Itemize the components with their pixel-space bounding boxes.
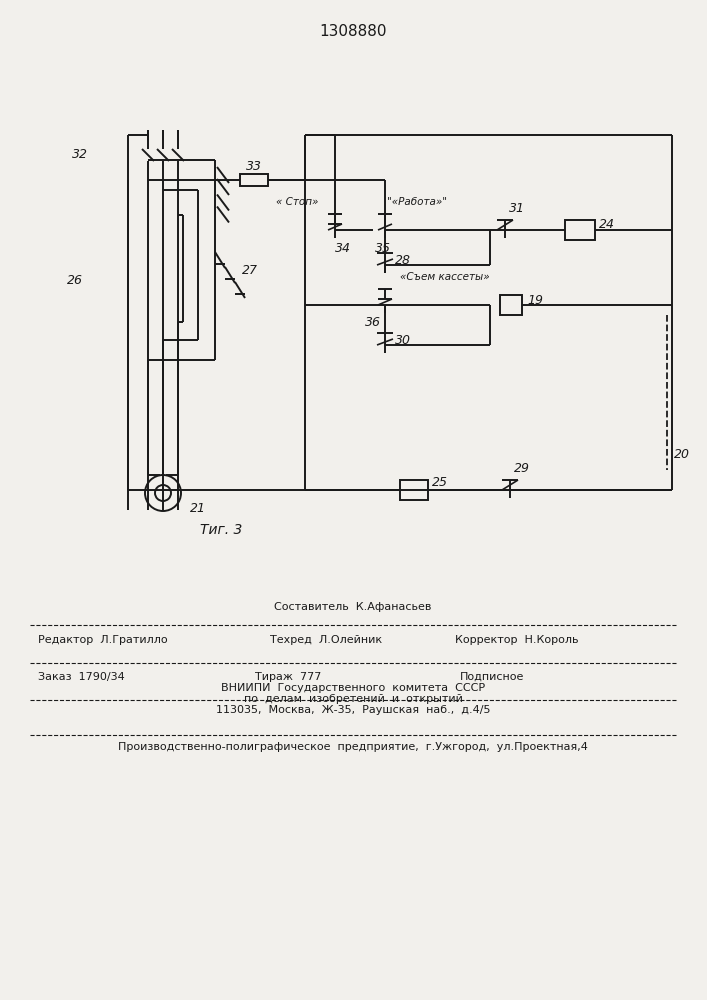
- Text: 25: 25: [432, 477, 448, 489]
- Text: 30: 30: [395, 334, 411, 347]
- Text: ВНИИПИ  Государственного  комитета  СССР: ВНИИПИ Государственного комитета СССР: [221, 683, 485, 693]
- Text: 34: 34: [335, 241, 351, 254]
- Text: 24: 24: [599, 219, 615, 232]
- Text: Редактор  Л.Гратилло: Редактор Л.Гратилло: [38, 635, 168, 645]
- Text: 31: 31: [509, 202, 525, 215]
- Text: Составитель  К.Афанасьев: Составитель К.Афанасьев: [274, 602, 432, 612]
- Text: 1308880: 1308880: [320, 24, 387, 39]
- Bar: [240, 174, 268, 186]
- Text: Техред  Л.Олейник: Техред Л.Олейник: [270, 635, 382, 645]
- Text: Производственно-полиграфическое  предприятие,  г.Ужгород,  ул.Проектная,4: Производственно-полиграфическое предприя…: [118, 742, 588, 752]
- Text: 32: 32: [72, 148, 88, 161]
- Text: 21: 21: [190, 502, 206, 514]
- Text: 29: 29: [514, 462, 530, 475]
- Bar: [500, 295, 522, 315]
- Text: 20: 20: [674, 448, 690, 462]
- Text: «Съем кассеты»: «Съем кассеты»: [400, 272, 490, 282]
- Text: Τиг. 3: Τиг. 3: [200, 523, 243, 537]
- Text: "«Работа»": "«Работа»": [387, 197, 447, 207]
- Text: 35: 35: [375, 241, 391, 254]
- Bar: [400, 480, 428, 500]
- Text: Корректор  Н.Король: Корректор Н.Король: [455, 635, 578, 645]
- Text: 28: 28: [395, 253, 411, 266]
- Text: 26: 26: [67, 273, 83, 286]
- Text: 113035,  Москва,  Ж-35,  Раушская  наб.,  д.4/5: 113035, Москва, Ж-35, Раушская наб., д.4…: [216, 705, 490, 715]
- Text: 19: 19: [527, 294, 543, 306]
- Text: 27: 27: [242, 263, 258, 276]
- Text: Тираж  777: Тираж 777: [255, 672, 322, 682]
- Text: 36: 36: [365, 316, 381, 330]
- Bar: [565, 220, 595, 240]
- Text: Заказ  1790/34: Заказ 1790/34: [38, 672, 124, 682]
- Text: « Стоп»: « Стоп»: [276, 197, 318, 207]
- Text: Подписное: Подписное: [460, 672, 525, 682]
- Text: по  делам  изобретений  и  открытий: по делам изобретений и открытий: [244, 694, 462, 704]
- Text: 33: 33: [246, 159, 262, 172]
